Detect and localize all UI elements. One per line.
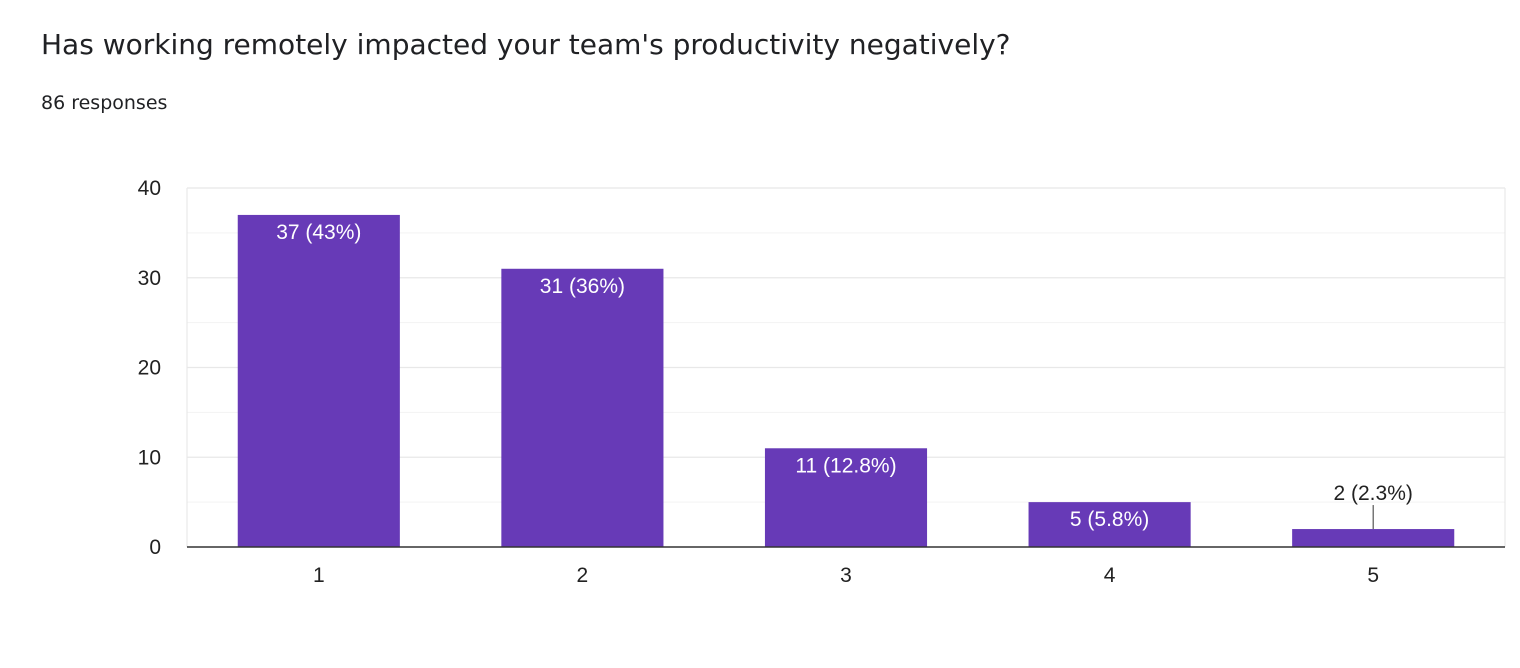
bar-1 [237,214,400,548]
axes: 0 10 20 30 40 1 2 3 4 5 [138,177,1505,587]
bars [237,214,1455,548]
x-tick-label: 1 [313,564,325,587]
bar-4 [1028,502,1191,547]
x-tick-label: 5 [1367,564,1379,587]
data-label-1: 37 (43%) [276,221,361,244]
y-tick-label: 10 [138,446,161,469]
x-tick-label: 3 [840,564,852,587]
data-label-2: 31 (36%) [540,275,625,298]
data-label-5: 2 (2.3%) [1334,482,1413,505]
bar-5 [1292,529,1455,547]
question-title: Has working remotely impacted your team'… [41,28,1011,61]
x-tick-label: 4 [1104,564,1116,587]
bar-3 [764,448,928,547]
response-count: 86 responses [41,92,168,114]
y-tick-label: 40 [138,177,161,200]
y-tick-label: 0 [149,536,161,559]
data-label-4: 5 (5.8%) [1070,508,1149,531]
y-tick-label: 20 [138,357,161,380]
bar-2 [501,268,664,547]
y-tick-label: 30 [138,267,161,290]
data-labels: 37 (43%) 31 (36%) 11 (12.8%) 5 (5.8%) 2 (2.3… [276,221,1413,531]
x-tick-label: 2 [577,564,589,587]
data-label-3: 11 (12.8%) [795,454,896,477]
